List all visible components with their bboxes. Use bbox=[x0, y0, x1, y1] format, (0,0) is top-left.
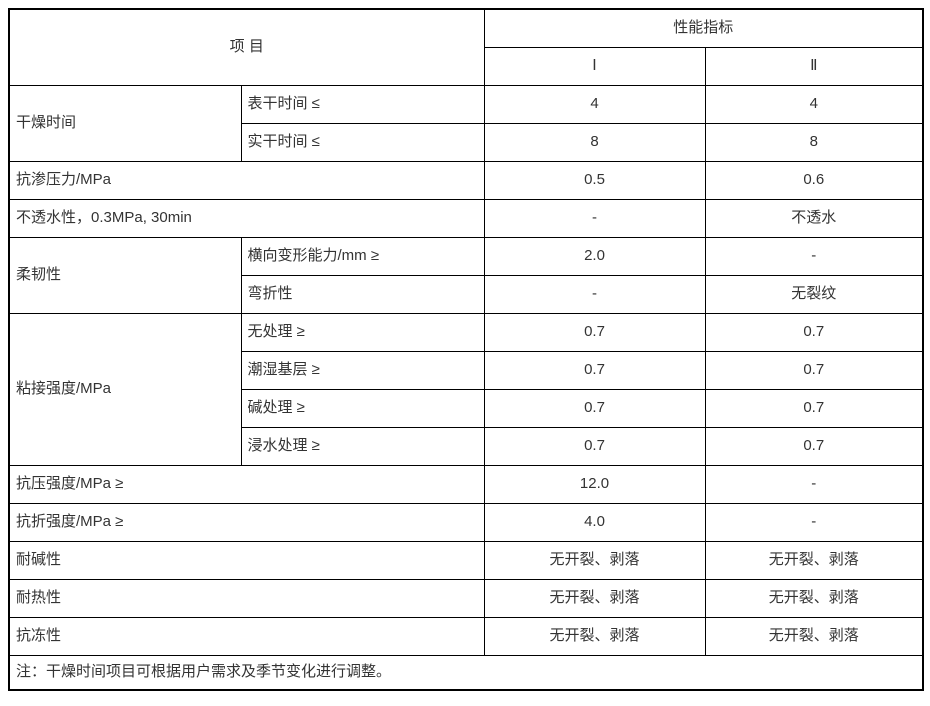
table-row: 不透水性，0.3MPa, 30min - 不透水 bbox=[8, 198, 924, 238]
value-cell-grade1: - bbox=[483, 198, 706, 238]
value-cell-grade1: 0.7 bbox=[483, 312, 706, 352]
row-label-cell: 耐碱性 bbox=[8, 540, 485, 580]
value-cell-grade1: 无开裂、剥落 bbox=[483, 540, 706, 580]
row-label-cell: 抗渗压力/MPa bbox=[8, 160, 485, 200]
row-label-cell: 碱处理 ≥ bbox=[240, 388, 485, 428]
note-row: 注：干燥时间项目可根据用户需求及季节变化进行调整。 bbox=[8, 654, 924, 691]
value-cell-grade2: 无开裂、剥落 bbox=[704, 540, 924, 580]
value-cell-grade1: 0.7 bbox=[483, 350, 706, 390]
header-performance-cell: 性能指标 bbox=[483, 8, 924, 48]
table-row: 弯折性 - 无裂纹 bbox=[9, 274, 924, 314]
table-row: 干燥时间 表干时间 ≤ 4 4 bbox=[8, 84, 924, 162]
row-label-cell: 抗折强度/MPa ≥ bbox=[8, 502, 485, 542]
row-label-cell: 横向变形能力/mm ≥ bbox=[240, 236, 485, 276]
performance-spec-table: 项 目 性能指标 Ⅰ Ⅱ 干燥时间 表干时间 ≤ 4 4 实干时间 ≤ 8 8 … bbox=[8, 8, 925, 691]
table-row: 潮湿基层 ≥ 0.7 0.7 bbox=[9, 350, 924, 390]
header-grade-2-cell: Ⅱ bbox=[704, 46, 924, 86]
value-cell-grade2: 0.6 bbox=[704, 160, 924, 200]
table-row: 柔韧性 横向变形能力/mm ≥ 2.0 - bbox=[8, 236, 924, 314]
note-cell: 注：干燥时间项目可根据用户需求及季节变化进行调整。 bbox=[8, 654, 924, 691]
row-label-cell: 潮湿基层 ≥ bbox=[240, 350, 485, 390]
row-label-cell: 耐热性 bbox=[8, 578, 485, 618]
value-cell-grade2: 0.7 bbox=[704, 388, 924, 428]
row-label-cell: 浸水处理 ≥ bbox=[240, 426, 485, 466]
row-group-cell-drying: 干燥时间 bbox=[8, 84, 242, 162]
row-group-cell-bond-strength: 粘接强度/MPa bbox=[8, 312, 242, 466]
value-cell-grade1: - bbox=[483, 274, 706, 314]
table-row: 粘接强度/MPa 无处理 ≥ 0.7 0.7 bbox=[8, 312, 924, 466]
table-row: 抗压强度/MPa ≥ 12.0 - bbox=[8, 464, 924, 504]
value-cell-grade2: - bbox=[704, 502, 924, 542]
value-cell-grade1: 0.7 bbox=[483, 426, 706, 466]
row-label-cell: 无处理 ≥ bbox=[240, 312, 485, 352]
value-cell-grade2: 不透水 bbox=[704, 198, 924, 238]
value-cell-grade2: 0.7 bbox=[704, 350, 924, 390]
value-cell-grade1: 2.0 bbox=[483, 236, 706, 276]
table-row: 耐热性 无开裂、剥落 无开裂、剥落 bbox=[8, 578, 924, 618]
table-row: 抗冻性 无开裂、剥落 无开裂、剥落 bbox=[8, 616, 924, 656]
value-cell-grade2: - bbox=[704, 464, 924, 504]
row-label-cell: 弯折性 bbox=[240, 274, 485, 314]
value-cell-grade1: 4.0 bbox=[483, 502, 706, 542]
value-cell-grade2: 无开裂、剥落 bbox=[704, 616, 924, 656]
table-row: 抗折强度/MPa ≥ 4.0 - bbox=[8, 502, 924, 542]
row-label-cell: 抗冻性 bbox=[8, 616, 485, 656]
value-cell-grade1: 无开裂、剥落 bbox=[483, 578, 706, 618]
value-cell-grade1: 无开裂、剥落 bbox=[483, 616, 706, 656]
table-row: 实干时间 ≤ 8 8 bbox=[9, 122, 924, 162]
row-label-cell: 抗压强度/MPa ≥ bbox=[8, 464, 485, 504]
value-cell-grade1: 4 bbox=[483, 84, 706, 124]
value-cell-grade2: 0.7 bbox=[704, 312, 924, 352]
header-row-1: 项 目 性能指标 bbox=[8, 8, 924, 86]
header-row-2: Ⅰ Ⅱ bbox=[9, 46, 924, 86]
header-grade-1-cell: Ⅰ bbox=[483, 46, 706, 86]
value-cell-grade2: 无开裂、剥落 bbox=[704, 578, 924, 618]
row-group-cell-flexibility: 柔韧性 bbox=[8, 236, 242, 314]
value-cell-grade2: 8 bbox=[704, 122, 924, 162]
value-cell-grade1: 12.0 bbox=[483, 464, 706, 504]
value-cell-grade2: 无裂纹 bbox=[704, 274, 924, 314]
value-cell-grade1: 8 bbox=[483, 122, 706, 162]
row-label-cell: 实干时间 ≤ bbox=[240, 122, 485, 162]
value-cell-grade1: 0.7 bbox=[483, 388, 706, 428]
row-label-cell: 表干时间 ≤ bbox=[240, 84, 485, 124]
header-item-cell: 项 目 bbox=[8, 8, 485, 86]
value-cell-grade2: - bbox=[704, 236, 924, 276]
value-cell-grade2: 4 bbox=[704, 84, 924, 124]
value-cell-grade1: 0.5 bbox=[483, 160, 706, 200]
table-row: 抗渗压力/MPa 0.5 0.6 bbox=[8, 160, 924, 200]
value-cell-grade2: 0.7 bbox=[704, 426, 924, 466]
row-label-cell: 不透水性，0.3MPa, 30min bbox=[8, 198, 485, 238]
table-row: 耐碱性 无开裂、剥落 无开裂、剥落 bbox=[8, 540, 924, 580]
